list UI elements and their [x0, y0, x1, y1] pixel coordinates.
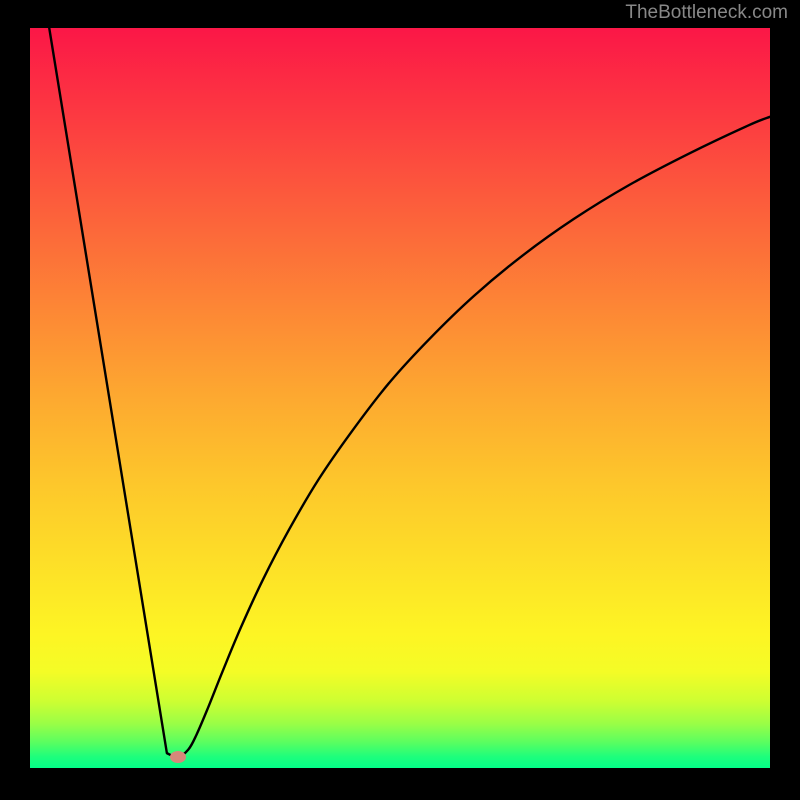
curve: [30, 28, 770, 768]
plot-area: [30, 28, 770, 768]
optimum-marker: [170, 751, 186, 763]
bottleneck-curve: [49, 28, 770, 757]
watermark-text: TheBottleneck.com: [625, 2, 788, 24]
